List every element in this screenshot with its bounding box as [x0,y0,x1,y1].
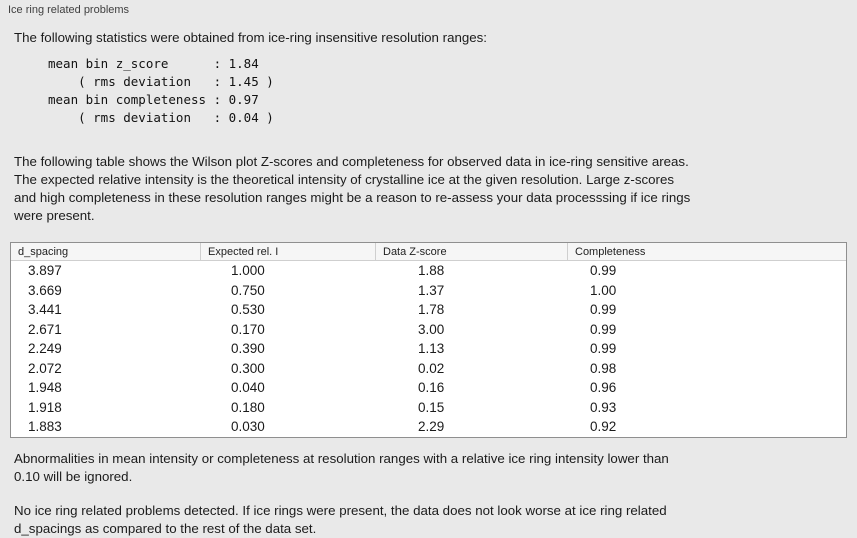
cell-d-spacing: 1.883 [28,419,62,435]
ice-ring-table: d_spacing Expected rel. I Data Z-score C… [10,242,847,438]
cell-expected-rel-i: 0.170 [231,321,265,337]
cell-data-z-score: 2.29 [418,419,445,435]
column-header-expected-rel-i[interactable]: Expected rel. I [201,243,376,260]
cell-data-z-score: 3.00 [418,321,445,337]
cell-d-spacing: 2.072 [28,360,62,376]
table-row[interactable]: 2.072 0.300 0.02 0.98 [11,359,846,379]
cell-data-z-score: 1.13 [418,341,445,357]
cell-completeness: 0.99 [590,263,617,279]
table-row[interactable]: 1.883 0.030 2.29 0.92 [11,417,846,437]
intro-text: The following statistics were obtained f… [14,30,488,45]
table-row[interactable]: 3.441 0.530 1.78 0.99 [11,300,846,320]
table-row[interactable]: 3.669 0.750 1.37 1.00 [11,281,846,301]
cell-data-z-score: 1.37 [418,282,445,298]
cell-expected-rel-i: 0.040 [231,380,265,396]
cell-completeness: 0.96 [590,380,617,396]
cell-d-spacing: 1.948 [28,380,62,396]
table-row[interactable]: 1.918 0.180 0.15 0.93 [11,398,846,418]
cell-d-spacing: 3.897 [28,263,62,279]
cell-completeness: 0.99 [590,341,617,357]
cell-d-spacing: 3.441 [28,302,62,318]
table-row[interactable]: 2.671 0.170 3.00 0.99 [11,320,846,340]
cell-expected-rel-i: 0.750 [231,282,265,298]
cell-d-spacing: 2.671 [28,321,62,337]
column-header-data-z-score[interactable]: Data Z-score [376,243,568,260]
note-ignored-text: Abnormalities in mean intensity or compl… [14,450,669,484]
cell-completeness: 0.99 [590,302,617,318]
cell-completeness: 0.98 [590,360,617,376]
cell-completeness: 0.93 [590,399,617,415]
table-header-row: d_spacing Expected rel. I Data Z-score C… [11,243,846,261]
column-header-d-spacing[interactable]: d_spacing [11,243,201,260]
cell-expected-rel-i: 0.390 [231,341,265,357]
cell-expected-rel-i: 0.030 [231,419,265,435]
cell-completeness: 1.00 [590,282,617,298]
panel-title: Ice ring related problems [8,4,130,16]
cell-expected-rel-i: 0.180 [231,399,265,415]
table-description: The following table shows the Wilson plo… [14,154,691,223]
note-result-text: No ice ring related problems detected. I… [14,502,667,536]
table-row[interactable]: 2.249 0.390 1.13 0.99 [11,339,846,359]
stats-block: mean bin z_score : 1.84 ( rms deviation … [48,56,274,125]
cell-expected-rel-i: 0.300 [231,360,265,376]
cell-data-z-score: 1.78 [418,302,445,318]
cell-expected-rel-i: 0.530 [231,302,265,318]
cell-completeness: 0.99 [590,321,617,337]
table-row[interactable]: 1.948 0.040 0.16 0.96 [11,378,846,398]
cell-data-z-score: 0.16 [418,380,445,396]
cell-completeness: 0.92 [590,419,617,435]
table-row[interactable]: 3.897 1.000 1.88 0.99 [11,261,846,281]
cell-expected-rel-i: 1.000 [231,263,265,279]
cell-d-spacing: 2.249 [28,341,62,357]
cell-data-z-score: 0.02 [418,360,445,376]
column-header-completeness[interactable]: Completeness [575,246,646,258]
cell-data-z-score: 0.15 [418,399,445,415]
cell-d-spacing: 3.669 [28,282,62,298]
cell-data-z-score: 1.88 [418,263,445,279]
table-body: 3.897 1.000 1.88 0.99 3.669 0.750 1.37 1… [11,261,846,437]
cell-d-spacing: 1.918 [28,399,62,415]
